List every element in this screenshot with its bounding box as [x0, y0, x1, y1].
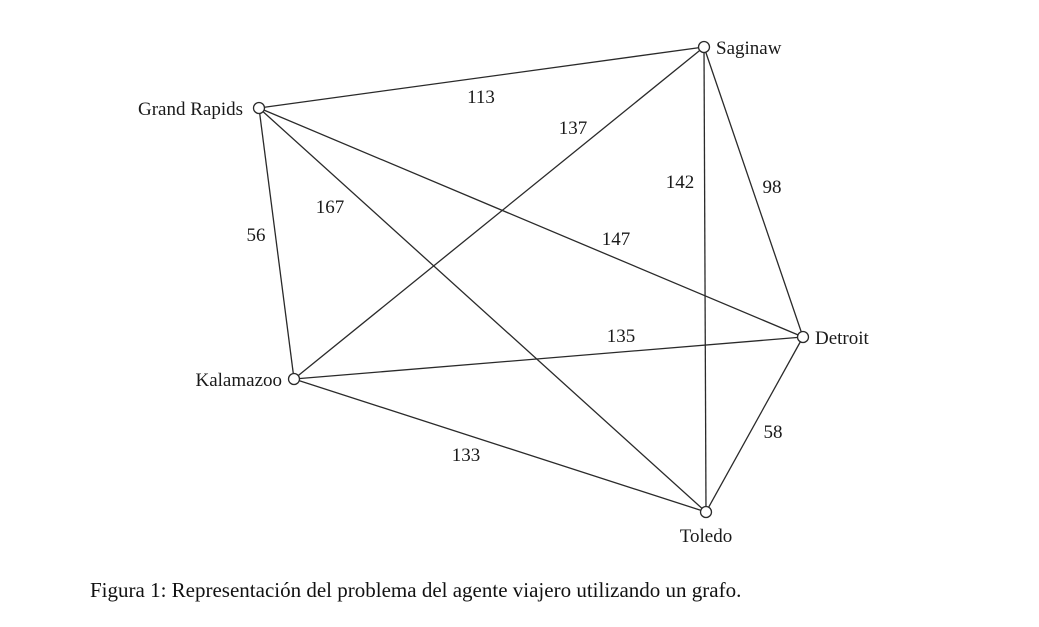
node-detroit	[796, 330, 810, 344]
edge-kalamazoo-saginaw	[293, 46, 705, 380]
edges-layer	[258, 46, 804, 513]
figure-caption: Figura 1: Representación del problema de…	[90, 578, 742, 602]
edge-weight-grand-rapids-toledo: 167	[316, 197, 345, 218]
edge-weight-toledo-detroit: 58	[764, 422, 783, 443]
edge-kalamazoo-detroit	[293, 336, 804, 380]
node-label-toledo: Toledo	[680, 526, 733, 547]
edge-toledo-saginaw	[703, 46, 707, 513]
node-labels-layer: Grand Rapids Saginaw Detroit Kalamazoo Toled…	[138, 38, 870, 547]
edge-toledo-detroit	[705, 336, 804, 513]
nodes-layer	[252, 40, 810, 519]
node-saginaw	[697, 40, 711, 54]
edge-weights-layer: 113 137 142 98 56 167 147 135 133 58	[247, 87, 783, 466]
edge-grand-rapids-toledo	[258, 107, 707, 513]
graph-diagram: 113 137 142 98 56 167 147 135 133 58 Grand Rapids…	[138, 38, 870, 547]
node-grand-rapids	[252, 101, 266, 115]
edge-weight-grand-rapids-kalamazoo: 56	[247, 225, 266, 246]
node-label-detroit: Detroit	[815, 328, 870, 349]
edge-weight-grand-rapids-saginaw: 113	[467, 87, 495, 108]
edge-weight-grand-rapids-detroit: 147	[602, 229, 631, 250]
node-kalamazoo	[287, 372, 301, 386]
node-label-kalamazoo: Kalamazoo	[195, 370, 282, 391]
edge-kalamazoo-toledo	[293, 378, 707, 513]
node-toledo	[699, 505, 713, 519]
edge-grand-rapids-detroit	[258, 107, 804, 338]
node-label-grand-rapids: Grand Rapids	[138, 99, 243, 120]
edge-saginaw-detroit	[703, 46, 804, 338]
edge-weight-kalamazoo-saginaw: 137	[559, 118, 588, 139]
edge-weight-kalamazoo-detroit: 135	[607, 326, 636, 347]
edge-weight-toledo-saginaw: 142	[666, 172, 695, 193]
node-label-saginaw: Saginaw	[716, 38, 782, 59]
edge-weight-kalamazoo-toledo: 133	[452, 445, 481, 466]
edge-weight-saginaw-detroit: 98	[763, 177, 782, 198]
edge-grand-rapids-saginaw	[258, 46, 705, 109]
edge-grand-rapids-kalamazoo	[258, 107, 295, 380]
